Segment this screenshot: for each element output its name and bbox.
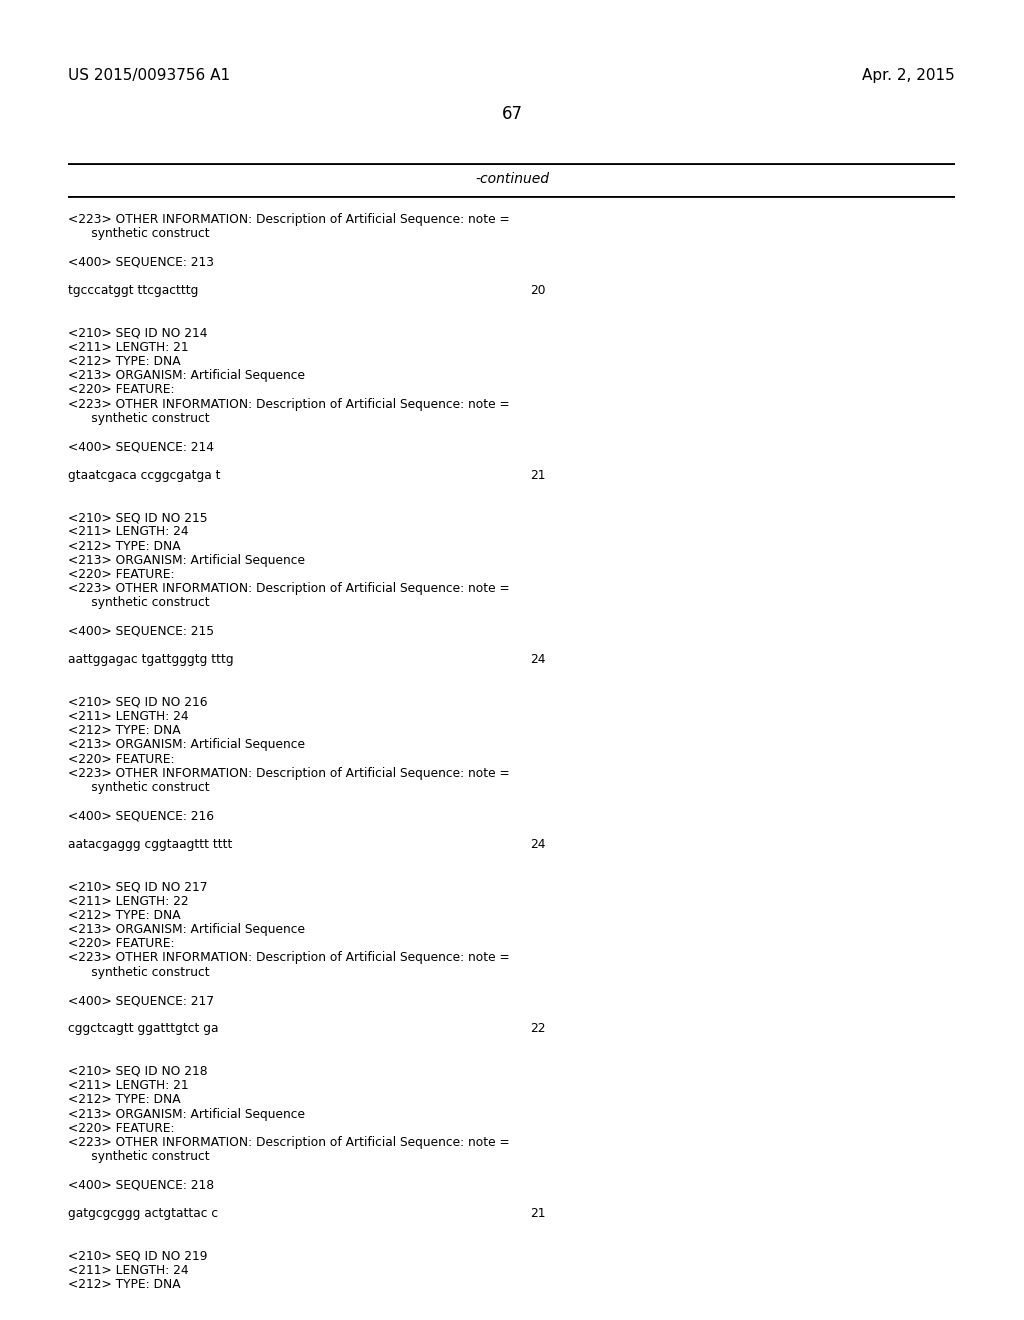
- Text: <213> ORGANISM: Artificial Sequence: <213> ORGANISM: Artificial Sequence: [68, 554, 305, 566]
- Text: Apr. 2, 2015: Apr. 2, 2015: [862, 69, 955, 83]
- Text: gatgcgcggg actgtattac c: gatgcgcggg actgtattac c: [68, 1206, 218, 1220]
- Text: <220> FEATURE:: <220> FEATURE:: [68, 383, 174, 396]
- Text: synthetic construct: synthetic construct: [68, 1150, 210, 1163]
- Text: US 2015/0093756 A1: US 2015/0093756 A1: [68, 69, 230, 83]
- Text: <220> FEATURE:: <220> FEATURE:: [68, 752, 174, 766]
- Text: <213> ORGANISM: Artificial Sequence: <213> ORGANISM: Artificial Sequence: [68, 738, 305, 751]
- Text: 21: 21: [530, 1206, 546, 1220]
- Text: <223> OTHER INFORMATION: Description of Artificial Sequence: note =: <223> OTHER INFORMATION: Description of …: [68, 1137, 510, 1148]
- Text: <400> SEQUENCE: 213: <400> SEQUENCE: 213: [68, 256, 214, 268]
- Text: <211> LENGTH: 22: <211> LENGTH: 22: [68, 895, 188, 908]
- Text: <212> TYPE: DNA: <212> TYPE: DNA: [68, 1278, 180, 1291]
- Text: aattggagac tgattgggtg tttg: aattggagac tgattgggtg tttg: [68, 653, 233, 667]
- Text: 24: 24: [530, 653, 546, 667]
- Text: aatacgaggg cggtaagttt tttt: aatacgaggg cggtaagttt tttt: [68, 838, 232, 851]
- Text: cggctcagtt ggatttgtct ga: cggctcagtt ggatttgtct ga: [68, 1023, 218, 1035]
- Text: 24: 24: [530, 838, 546, 851]
- Text: <210> SEQ ID NO 217: <210> SEQ ID NO 217: [68, 880, 208, 894]
- Text: synthetic construct: synthetic construct: [68, 781, 210, 795]
- Text: 22: 22: [530, 1023, 546, 1035]
- Text: synthetic construct: synthetic construct: [68, 412, 210, 425]
- Text: <210> SEQ ID NO 219: <210> SEQ ID NO 219: [68, 1250, 208, 1263]
- Text: synthetic construct: synthetic construct: [68, 597, 210, 610]
- Text: 21: 21: [530, 469, 546, 482]
- Text: <211> LENGTH: 24: <211> LENGTH: 24: [68, 525, 188, 539]
- Text: <223> OTHER INFORMATION: Description of Artificial Sequence: note =: <223> OTHER INFORMATION: Description of …: [68, 767, 510, 780]
- Text: <210> SEQ ID NO 215: <210> SEQ ID NO 215: [68, 511, 208, 524]
- Text: synthetic construct: synthetic construct: [68, 966, 210, 978]
- Text: <211> LENGTH: 24: <211> LENGTH: 24: [68, 710, 188, 723]
- Text: <213> ORGANISM: Artificial Sequence: <213> ORGANISM: Artificial Sequence: [68, 923, 305, 936]
- Text: <212> TYPE: DNA: <212> TYPE: DNA: [68, 908, 180, 921]
- Text: <223> OTHER INFORMATION: Description of Artificial Sequence: note =: <223> OTHER INFORMATION: Description of …: [68, 213, 510, 226]
- Text: <220> FEATURE:: <220> FEATURE:: [68, 937, 174, 950]
- Text: <400> SEQUENCE: 218: <400> SEQUENCE: 218: [68, 1179, 214, 1192]
- Text: <213> ORGANISM: Artificial Sequence: <213> ORGANISM: Artificial Sequence: [68, 370, 305, 383]
- Text: 67: 67: [502, 106, 522, 123]
- Text: <212> TYPE: DNA: <212> TYPE: DNA: [68, 725, 180, 737]
- Text: <223> OTHER INFORMATION: Description of Artificial Sequence: note =: <223> OTHER INFORMATION: Description of …: [68, 952, 510, 965]
- Text: <212> TYPE: DNA: <212> TYPE: DNA: [68, 355, 180, 368]
- Text: gtaatcgaca ccggcgatga t: gtaatcgaca ccggcgatga t: [68, 469, 220, 482]
- Text: <223> OTHER INFORMATION: Description of Artificial Sequence: note =: <223> OTHER INFORMATION: Description of …: [68, 582, 510, 595]
- Text: <400> SEQUENCE: 214: <400> SEQUENCE: 214: [68, 440, 214, 453]
- Text: <400> SEQUENCE: 217: <400> SEQUENCE: 217: [68, 994, 214, 1007]
- Text: -continued: -continued: [475, 172, 549, 186]
- Text: <212> TYPE: DNA: <212> TYPE: DNA: [68, 540, 180, 553]
- Text: <400> SEQUENCE: 216: <400> SEQUENCE: 216: [68, 809, 214, 822]
- Text: <220> FEATURE:: <220> FEATURE:: [68, 1122, 174, 1135]
- Text: <210> SEQ ID NO 214: <210> SEQ ID NO 214: [68, 326, 208, 339]
- Text: <210> SEQ ID NO 218: <210> SEQ ID NO 218: [68, 1065, 208, 1078]
- Text: 20: 20: [530, 284, 546, 297]
- Text: <211> LENGTH: 21: <211> LENGTH: 21: [68, 341, 188, 354]
- Text: <211> LENGTH: 21: <211> LENGTH: 21: [68, 1080, 188, 1092]
- Text: <213> ORGANISM: Artificial Sequence: <213> ORGANISM: Artificial Sequence: [68, 1107, 305, 1121]
- Text: <210> SEQ ID NO 216: <210> SEQ ID NO 216: [68, 696, 208, 709]
- Text: <223> OTHER INFORMATION: Description of Artificial Sequence: note =: <223> OTHER INFORMATION: Description of …: [68, 397, 510, 411]
- Text: <212> TYPE: DNA: <212> TYPE: DNA: [68, 1093, 180, 1106]
- Text: <220> FEATURE:: <220> FEATURE:: [68, 568, 174, 581]
- Text: synthetic construct: synthetic construct: [68, 227, 210, 240]
- Text: <400> SEQUENCE: 215: <400> SEQUENCE: 215: [68, 624, 214, 638]
- Text: <211> LENGTH: 24: <211> LENGTH: 24: [68, 1263, 188, 1276]
- Text: tgcccatggt ttcgactttg: tgcccatggt ttcgactttg: [68, 284, 199, 297]
